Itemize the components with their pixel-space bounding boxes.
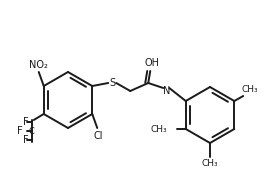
Text: F: F — [23, 135, 29, 145]
Text: S: S — [109, 78, 115, 88]
Text: F: F — [23, 117, 29, 127]
Text: C: C — [29, 127, 35, 135]
Text: CH₃: CH₃ — [150, 124, 167, 134]
Text: OH: OH — [145, 58, 160, 68]
Text: NO₂: NO₂ — [29, 60, 48, 70]
Text: CH₃: CH₃ — [242, 86, 259, 94]
Text: Cl: Cl — [94, 131, 103, 141]
Text: N: N — [162, 86, 170, 96]
Text: CH₃: CH₃ — [202, 159, 218, 169]
Text: F: F — [17, 126, 23, 136]
